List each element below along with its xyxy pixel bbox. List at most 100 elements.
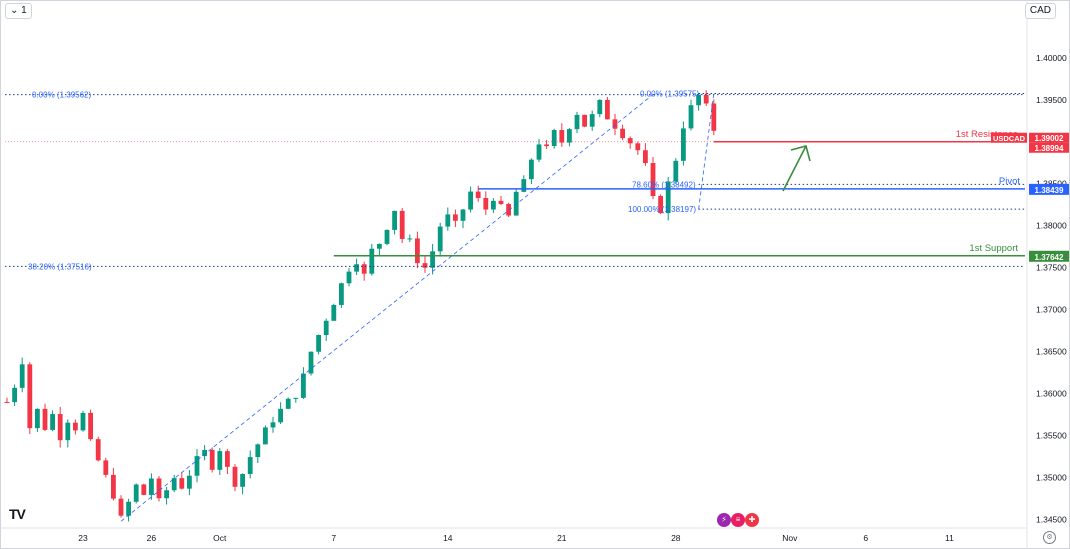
x-tick-label: Oct [213, 533, 227, 543]
candle-body [103, 460, 109, 475]
candle-body [430, 251, 435, 268]
candle-body [80, 412, 86, 431]
candle-body [589, 114, 595, 127]
candle-body [703, 94, 709, 104]
candle-body [491, 200, 496, 210]
candle-body [293, 397, 299, 399]
candle-body [111, 474, 116, 499]
x-tick-label: 14 [443, 533, 453, 543]
candle-body [339, 283, 344, 305]
price-tag-bg [1029, 250, 1069, 262]
resistance-label: 1st Resistance [956, 129, 1018, 140]
ca-flag-icon[interactable]: ✚ [745, 513, 759, 527]
fib2-label: 78.60% (1.38492) [632, 180, 696, 189]
price-tag: 1.38439 [1035, 186, 1064, 195]
candle-body [301, 373, 306, 398]
projection-arrow-head [790, 145, 811, 162]
candle-body [498, 200, 504, 204]
candle-body [422, 263, 428, 268]
x-tick-label: 21 [557, 533, 567, 543]
trend-line-2 [698, 93, 715, 210]
candle-body [141, 484, 147, 495]
candle-body [475, 191, 481, 199]
candle-body [263, 427, 268, 445]
candle-body [354, 264, 359, 272]
x-tick-label: 6 [863, 533, 868, 543]
y-tick-label: 1.35000 [1036, 473, 1067, 483]
last-price-tag-2-bg [1029, 142, 1069, 153]
gear-icon[interactable]: ⚙ [1043, 531, 1056, 544]
candle-body [171, 478, 177, 491]
candle-body [35, 408, 40, 429]
candle-body [247, 457, 253, 475]
candle-body [323, 320, 329, 335]
candle-body [118, 498, 124, 516]
candle-body [536, 144, 542, 160]
candle-body [612, 119, 618, 129]
lightning-icon[interactable]: ⚡ [717, 513, 731, 527]
candle-body [50, 414, 55, 430]
candle-body [582, 114, 587, 127]
us-flag-icon[interactable]: ≡ [731, 513, 745, 527]
candle-body [194, 456, 200, 476]
candle-body [232, 466, 238, 487]
candle-body [445, 214, 451, 227]
y-tick-label: 1.34500 [1036, 515, 1067, 525]
candle-body [544, 144, 549, 147]
candle-body [650, 163, 656, 197]
candle-body [316, 334, 321, 352]
candle-body [506, 203, 511, 216]
candle-body [696, 94, 701, 106]
candle-body [270, 422, 276, 428]
symbol-tag: USDCAD [993, 134, 1026, 143]
projection-arrow [782, 145, 807, 192]
price-tag: 1.37642 [1035, 253, 1064, 262]
candle-body [407, 238, 413, 240]
candle-body [164, 490, 169, 499]
last-price-tag-bg [1029, 132, 1069, 143]
candle-body [285, 398, 291, 409]
candle-body [331, 304, 337, 321]
currency-button[interactable]: CAD [1024, 3, 1056, 19]
y-tick-label: 1.40000 [1036, 53, 1067, 63]
candle-body [711, 103, 717, 131]
fib2-label: 100.00% (1.38197) [628, 205, 696, 214]
candle-body [559, 130, 565, 143]
candle-body [278, 408, 283, 423]
y-tick-label: 1.38500 [1036, 179, 1067, 189]
x-tick-label: Nov [782, 533, 798, 543]
fib-label-0: 0.00% (1.39562) [32, 91, 91, 100]
y-tick-label: 1.37500 [1036, 263, 1067, 273]
pivot-label: Pivot [999, 176, 1020, 187]
candle-body [369, 248, 375, 274]
y-tick-label: 1.39500 [1036, 95, 1067, 105]
candle-body [567, 129, 572, 143]
candle-body [597, 99, 603, 115]
candle-body [658, 196, 663, 214]
candle-body [529, 159, 534, 180]
candle-body [392, 210, 397, 230]
candle-body [551, 130, 557, 147]
candle-body [95, 439, 101, 461]
candle-body [187, 475, 192, 489]
fib-label-38: 38.20% (1.37516) [28, 262, 92, 271]
candle-body [437, 226, 443, 252]
candle-body [202, 449, 207, 457]
x-tick-label: 11 [945, 533, 954, 543]
candle-body [12, 387, 17, 403]
candle-body [468, 191, 473, 210]
candle-body [643, 150, 648, 164]
last-price-tag: 1.39002 [1035, 134, 1064, 143]
candle-body [483, 198, 489, 210]
x-tick-label: 23 [78, 533, 88, 543]
y-tick-label: 1.36000 [1036, 389, 1067, 399]
candle-body [57, 414, 63, 441]
x-tick-label: 28 [671, 533, 681, 543]
candle-body [377, 243, 382, 249]
tradingview-logo-icon: TV [9, 506, 26, 522]
interval-button[interactable]: ⌄ 1 [5, 3, 32, 19]
candle-body [4, 402, 10, 404]
candle-body [217, 451, 223, 470]
y-tick-label: 1.37000 [1036, 305, 1067, 315]
